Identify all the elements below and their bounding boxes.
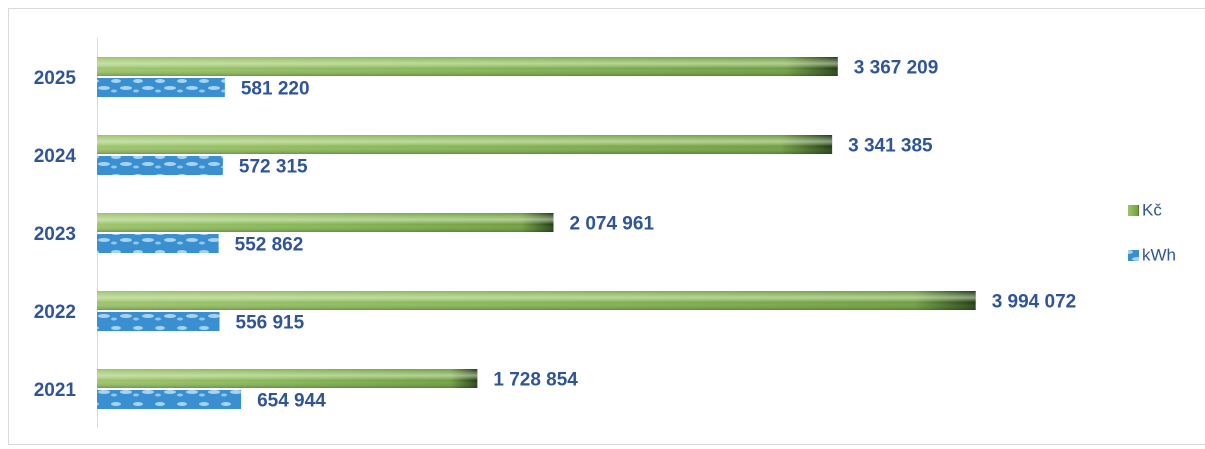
data-label: 556 915 [236,313,305,334]
bar-sheen [97,135,833,154]
data-label: 654 944 [257,391,326,412]
bar [97,234,219,253]
bar-sheen [97,369,478,388]
data-label: 552 862 [235,235,304,256]
data-label: 3 994 072 [992,292,1077,313]
y-tick-label: 2021 [34,380,77,401]
y-tick-label: 2024 [34,146,77,167]
y-tick-label: 2025 [34,68,77,89]
bar [97,390,242,409]
data-label: 572 315 [239,157,308,178]
legend-swatch [1128,250,1139,261]
bar-sheen [97,291,976,310]
bar [97,156,223,175]
y-tick-label: 2022 [34,302,76,323]
bar-sheen [97,57,838,76]
data-label: 1 728 854 [493,370,578,391]
bar [97,78,225,97]
chart-frame [8,8,1205,445]
bar [97,312,220,331]
data-label: 581 220 [241,79,310,100]
data-label: 3 367 209 [854,58,939,79]
bar-sheen [97,213,554,232]
y-tick-label: 2023 [34,224,76,245]
legend-swatch [1128,205,1139,216]
legend-label: Kč [1142,200,1162,219]
data-label: 2 074 961 [569,214,654,235]
data-label: 3 341 385 [848,136,933,157]
legend-label: kWh [1142,245,1176,264]
